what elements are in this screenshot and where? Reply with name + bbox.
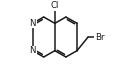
Text: Br: Br	[95, 32, 105, 42]
Text: N: N	[29, 46, 36, 55]
Text: Cl: Cl	[51, 1, 59, 10]
Text: N: N	[29, 19, 36, 28]
